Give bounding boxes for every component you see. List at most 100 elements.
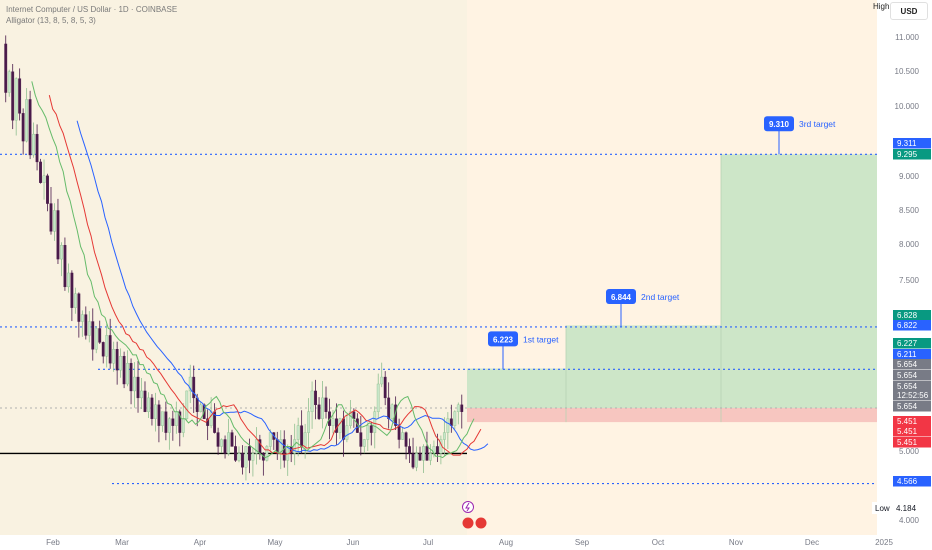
price-tag-value: 6.227 — [897, 339, 918, 348]
history-pane — [0, 0, 467, 535]
candle — [32, 133, 36, 156]
candle — [331, 418, 335, 426]
price-tag — [893, 426, 931, 437]
alligator-jaw-line — [76, 120, 489, 453]
candle — [268, 432, 272, 447]
y-tick-label: 5.000 — [899, 447, 920, 456]
symbol-title[interactable]: Internet Computer / US Dollar · 1D · COI… — [6, 5, 178, 14]
price-tag-value: 4.566 — [897, 477, 918, 486]
price-tag-value: 5.654 — [897, 360, 918, 369]
candle — [223, 439, 227, 454]
candle — [70, 272, 74, 308]
price-tag-value: 12:52:56 — [897, 391, 929, 400]
candle — [338, 418, 342, 433]
candle — [73, 293, 77, 308]
candle — [369, 425, 373, 433]
candle — [314, 390, 317, 406]
candle — [310, 390, 314, 412]
currency-button[interactable]: USD — [890, 2, 928, 20]
target-badge — [606, 288, 636, 304]
x-tick-label: Apr — [194, 538, 207, 547]
x-tick-label: Sep — [575, 538, 590, 547]
candle — [108, 335, 112, 364]
price-tag-value: 6.211 — [897, 350, 917, 359]
lightning-icon — [462, 501, 474, 513]
candle — [98, 328, 102, 343]
candle — [227, 432, 230, 454]
target-label: 1st target — [523, 334, 559, 344]
candle — [91, 321, 95, 350]
candle — [94, 328, 98, 350]
target-badge — [488, 331, 518, 347]
candle — [4, 43, 8, 93]
candle — [42, 175, 46, 183]
candle — [234, 446, 237, 461]
candle — [160, 411, 164, 426]
candle — [429, 453, 432, 461]
x-tick-label: 2025 — [875, 538, 893, 547]
target-label: 2nd target — [641, 292, 680, 302]
candle — [154, 404, 157, 419]
candle — [167, 418, 171, 433]
candle — [425, 446, 429, 461]
candle — [418, 453, 422, 461]
candle — [7, 71, 11, 93]
candle — [230, 432, 234, 447]
price-tag-value: 5.451 — [897, 427, 918, 436]
candle — [348, 411, 352, 426]
target-1-zone — [467, 368, 877, 409]
price-tag — [893, 149, 931, 160]
price-tag — [893, 437, 931, 448]
candle — [56, 210, 60, 260]
candle — [105, 335, 109, 357]
candle — [317, 404, 321, 419]
candle — [335, 418, 338, 433]
candle — [35, 133, 39, 163]
candle — [404, 432, 408, 447]
y-tick-label: 7.500 — [899, 276, 920, 285]
x-tick-label: Feb — [46, 538, 60, 547]
candle — [147, 397, 150, 412]
price-tag-value: 9.295 — [897, 150, 918, 159]
candle — [11, 71, 15, 121]
candle — [126, 362, 130, 385]
target-value: 6.223 — [493, 335, 514, 344]
price-tag-value: 5.654 — [897, 371, 918, 380]
indicator-label[interactable]: Alligator (13, 8, 5, 8, 5, 3) — [6, 16, 96, 25]
price-tag — [893, 338, 931, 349]
candle — [341, 418, 345, 440]
candle — [39, 161, 42, 183]
candle — [112, 349, 116, 364]
candle — [185, 390, 189, 419]
candle — [53, 210, 56, 232]
candle — [28, 99, 32, 156]
candle — [401, 432, 405, 440]
candle — [366, 425, 370, 440]
alligator-lips-line — [31, 81, 475, 459]
x-tick-label: Mar — [115, 538, 129, 547]
price-tag-value: 5.654 — [897, 382, 918, 391]
candle — [178, 411, 182, 433]
candle — [199, 404, 203, 412]
candle — [60, 244, 63, 260]
candle — [216, 432, 220, 447]
candle — [251, 453, 255, 461]
candle — [435, 446, 439, 454]
candle — [460, 404, 464, 412]
candle — [66, 272, 70, 288]
candle — [307, 411, 311, 433]
candle — [192, 376, 196, 399]
candle — [119, 356, 123, 371]
price-tag-value: 5.654 — [897, 402, 918, 411]
lightning-glyph — [465, 502, 470, 512]
price-tag-value: 6.822 — [897, 321, 918, 330]
candle — [390, 404, 394, 419]
x-tick-label: Nov — [729, 538, 743, 547]
candle — [181, 418, 185, 433]
candle — [21, 113, 25, 142]
price-tag-value: 5.451 — [897, 438, 918, 447]
candle — [373, 411, 377, 433]
x-tick-label: Aug — [499, 538, 513, 547]
